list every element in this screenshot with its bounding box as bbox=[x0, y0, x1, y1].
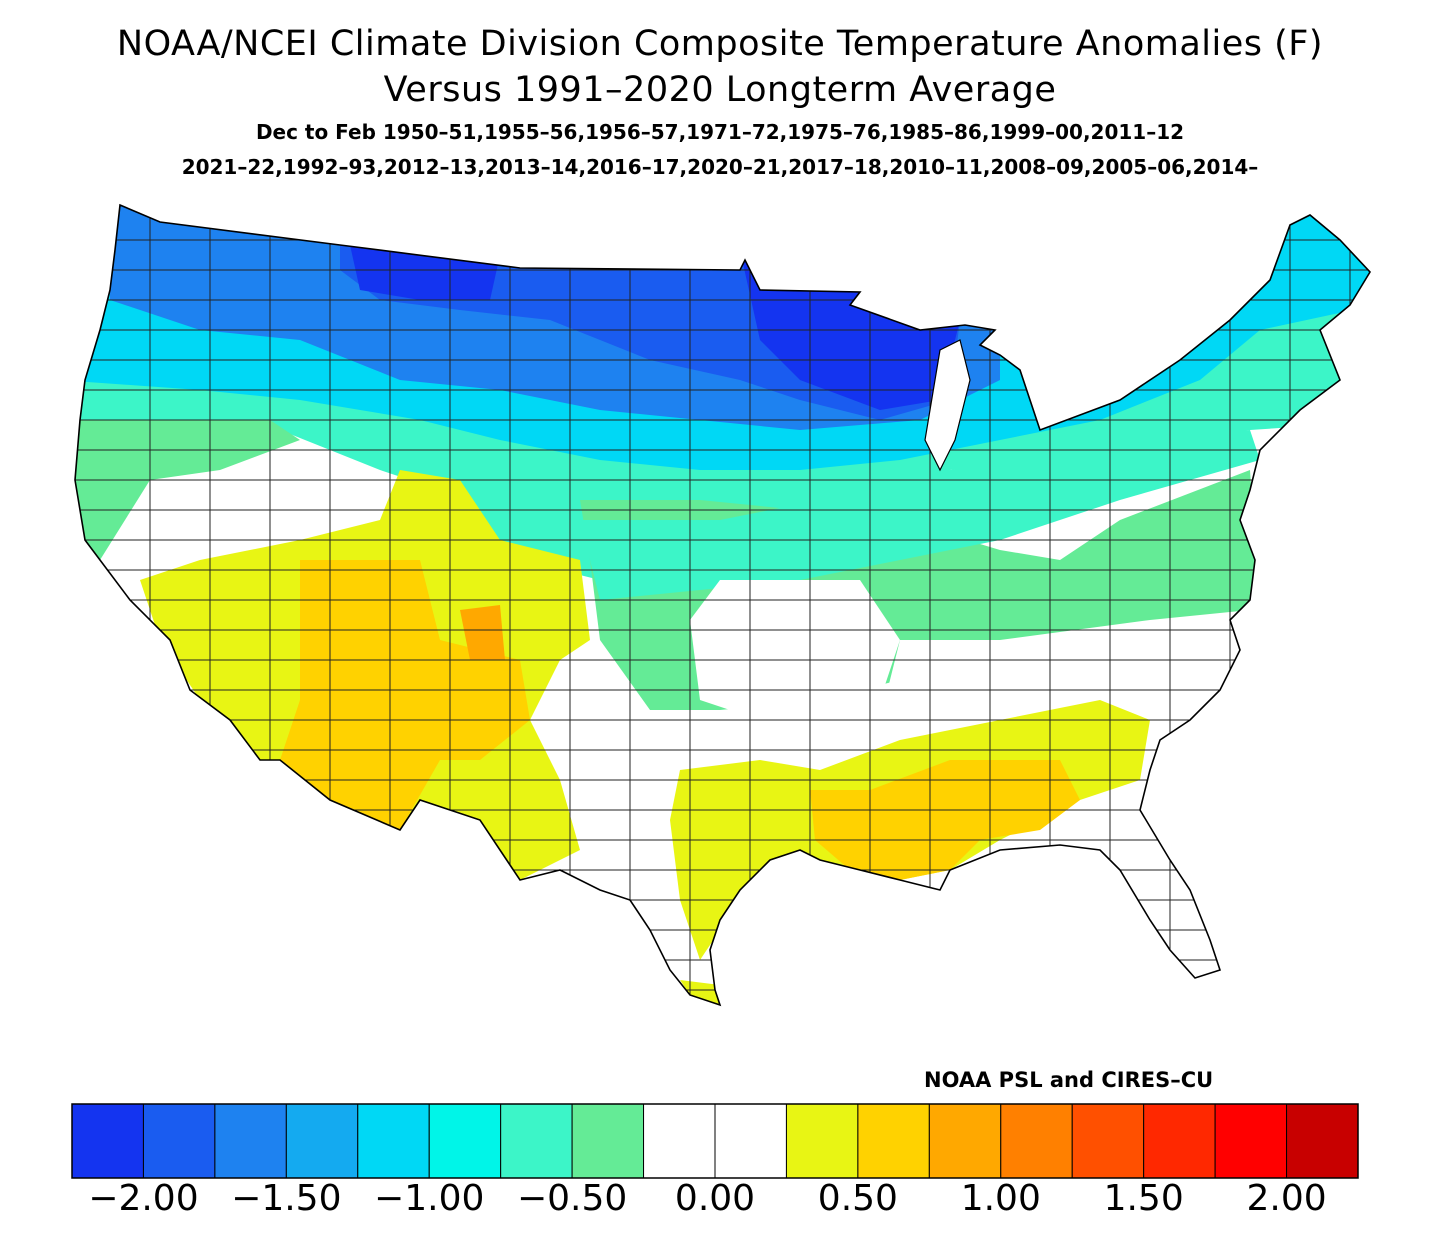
color-scale-tick-label: 1.00 bbox=[960, 1178, 1041, 1219]
color-swatch bbox=[214, 1103, 287, 1179]
us-anomaly-map bbox=[74, 203, 1371, 1007]
color-scale-tick-label: 1.50 bbox=[1103, 1178, 1184, 1219]
color-swatch bbox=[928, 1103, 1002, 1179]
color-swatch bbox=[643, 1103, 716, 1179]
credit-label: NOAA PSL and CIRES–CU bbox=[924, 1068, 1214, 1092]
color-scale-tick-label: −0.50 bbox=[516, 1178, 628, 1219]
map-subtitle-years: 2021–22,1992–93,2012–13,2013–14,2016–17,… bbox=[181, 155, 1259, 179]
color-swatch bbox=[1286, 1103, 1359, 1179]
color-swatch bbox=[142, 1103, 216, 1179]
color-swatch bbox=[1071, 1103, 1145, 1179]
color-swatch bbox=[1143, 1103, 1216, 1179]
map-subtitle-seasons: Dec to Feb 1950–51,1955–56,1956–57,1971–… bbox=[255, 120, 1185, 144]
lake-michigan bbox=[924, 339, 971, 472]
color-scale-bar bbox=[71, 1103, 1359, 1179]
color-swatch bbox=[1000, 1103, 1073, 1179]
color-scale-tick-label: 2.00 bbox=[1246, 1178, 1327, 1219]
color-swatch bbox=[500, 1103, 573, 1179]
anomaly-fill-layer bbox=[75, 205, 1370, 1005]
map-title: NOAA/NCEI Climate Division Composite Tem… bbox=[116, 24, 1324, 64]
color-swatch bbox=[357, 1103, 430, 1179]
color-swatch bbox=[428, 1103, 502, 1179]
us-outline bbox=[74, 203, 1371, 1007]
color-scale-tick-label: 0.00 bbox=[674, 1178, 756, 1219]
color-swatch bbox=[571, 1103, 645, 1179]
color-swatch bbox=[714, 1103, 787, 1179]
color-scale-tick-label: −2.00 bbox=[88, 1178, 199, 1219]
color-scale-tick-label: 0.50 bbox=[817, 1178, 898, 1219]
color-swatch bbox=[71, 1103, 144, 1179]
map-title-line2: Versus 1991–2020 Longterm Average bbox=[383, 70, 1057, 110]
color-scale-frame bbox=[71, 1103, 1359, 1179]
color-swatch bbox=[857, 1103, 930, 1179]
color-scale-tick-label: −1.50 bbox=[231, 1178, 342, 1219]
color-scale-tick-label: −1.00 bbox=[374, 1178, 485, 1219]
color-swatch bbox=[285, 1103, 359, 1179]
color-swatch bbox=[1214, 1103, 1288, 1179]
color-swatch bbox=[785, 1103, 859, 1179]
